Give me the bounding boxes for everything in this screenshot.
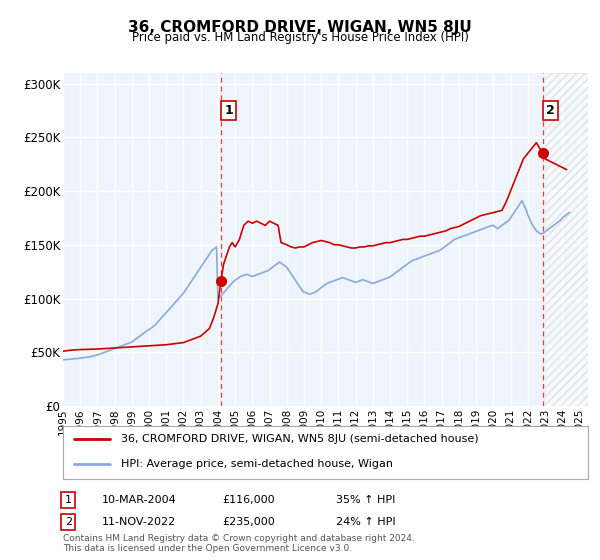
Text: 10-MAR-2004: 10-MAR-2004 — [102, 495, 177, 505]
Text: 24% ↑ HPI: 24% ↑ HPI — [336, 517, 395, 527]
Text: 35% ↑ HPI: 35% ↑ HPI — [336, 495, 395, 505]
Text: Contains HM Land Registry data © Crown copyright and database right 2024.
This d: Contains HM Land Registry data © Crown c… — [63, 534, 415, 553]
Text: 2: 2 — [65, 517, 72, 527]
Bar — [545, 73, 588, 406]
Text: £116,000: £116,000 — [222, 495, 275, 505]
Text: HPI: Average price, semi-detached house, Wigan: HPI: Average price, semi-detached house,… — [121, 459, 393, 469]
Text: 36, CROMFORD DRIVE, WIGAN, WN5 8JU: 36, CROMFORD DRIVE, WIGAN, WN5 8JU — [128, 20, 472, 35]
Text: 11-NOV-2022: 11-NOV-2022 — [102, 517, 176, 527]
Text: 36, CROMFORD DRIVE, WIGAN, WN5 8JU (semi-detached house): 36, CROMFORD DRIVE, WIGAN, WN5 8JU (semi… — [121, 434, 478, 444]
Text: 2: 2 — [546, 104, 555, 117]
Text: 1: 1 — [65, 495, 72, 505]
Text: 1: 1 — [224, 104, 233, 117]
Text: Price paid vs. HM Land Registry's House Price Index (HPI): Price paid vs. HM Land Registry's House … — [131, 31, 469, 44]
Text: £235,000: £235,000 — [222, 517, 275, 527]
